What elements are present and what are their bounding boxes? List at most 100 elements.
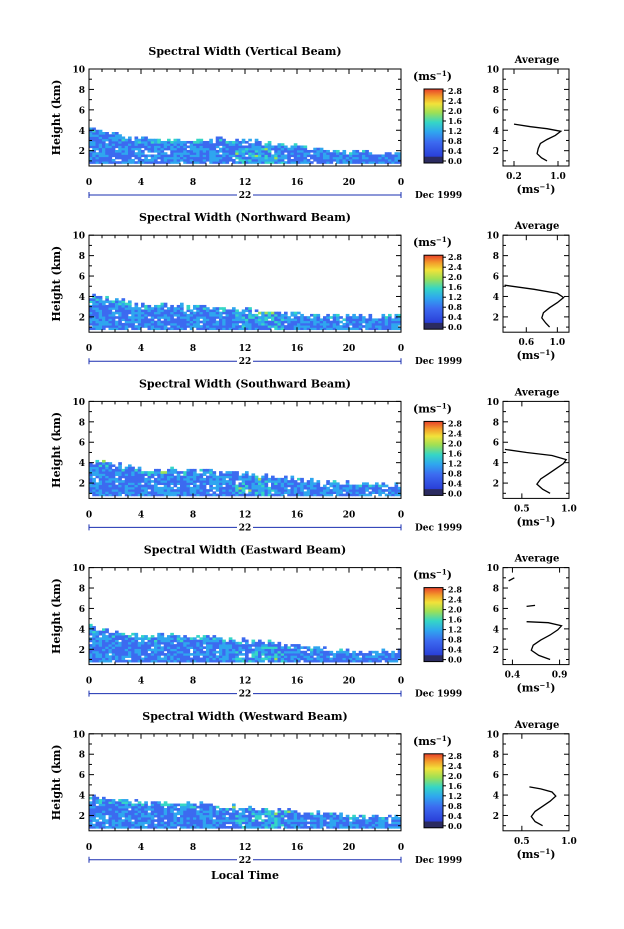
heatmap-cell [313,653,317,656]
heatmap-cell [157,311,161,315]
heatmap-cell [160,143,165,146]
heatmap-cell [261,644,265,647]
heatmap-cell [154,480,158,483]
heatmap-cell [105,650,109,654]
heatmap-cell [134,653,139,656]
heatmap-cell [300,325,304,328]
heatmap-cell [293,812,298,816]
heatmap-cell [212,659,217,663]
heatmap-cell [163,327,168,331]
heatmap-cell [105,149,109,153]
heatmap-cell [147,659,152,663]
heatmap-cell [345,484,350,488]
heatmap-cell [306,484,311,488]
panel-1: Spectral Width (Northward Beam)Height (k… [50,211,570,367]
heatmap-cell [241,475,246,479]
heatmap-cell [137,143,142,146]
heatmap-cell [254,826,259,829]
heatmap-cell [124,154,129,158]
heatmap-cell [89,161,93,164]
heatmap-cell [128,322,132,326]
heatmap-cell [160,149,165,153]
heatmap-cell [264,653,269,656]
heatmap-cell [375,826,379,829]
heatmap-cell [290,657,295,661]
heatmap-cell [95,805,100,809]
heatmap-cell [397,316,402,319]
heatmap-cell [189,821,194,825]
heatmap-cell [368,650,373,654]
heatmap-cell [264,808,269,811]
heatmap-cell [199,316,204,319]
heatmap-cell [128,466,132,470]
heatmap-cell [105,477,109,481]
heatmap-cell [277,491,282,494]
heatmap-cell [235,659,239,663]
heatmap-cell [293,486,298,490]
heatmap-cell [355,826,360,829]
heatmap-cell [111,801,116,804]
heatmap-cell [170,161,174,164]
heatmap-cell [118,302,122,306]
heatmap-cell [209,826,213,829]
heatmap-cell [297,158,301,162]
heatmap-cell [345,653,350,656]
heatmap-cell [98,821,103,825]
heatmap-cell [280,147,285,151]
heatmap-cell [371,657,376,661]
heatmap-cell [349,821,353,825]
heatmap-cell [306,486,311,490]
heatmap-cell [254,161,259,164]
heatmap-cell [310,318,314,322]
heatmap-cell [345,482,350,486]
heatmap-cell [150,821,155,825]
heatmap-cell [89,477,93,481]
heatmap-cell [212,810,217,813]
heatmap-cell [131,657,135,661]
y-tick-label: 10 [72,66,85,76]
heatmap-cell [339,491,343,494]
heatmap-cell [167,639,171,643]
heatmap-cell [196,810,200,813]
x-tick-label: 0 [86,677,92,687]
heatmap-cell [108,819,113,822]
heatmap-cell [245,814,249,818]
heatmap-cell [209,819,213,822]
heatmap-cell [111,641,116,645]
heatmap-cell [358,313,363,317]
heatmap-cell [271,826,275,829]
heatmap-cell [173,659,178,663]
heatmap-cell [163,152,168,155]
heatmap-cell [189,468,194,472]
heatmap-cell [267,819,272,822]
heatmap-cell [183,803,187,807]
heatmap-cell [186,304,191,308]
heatmap-cell [241,493,246,497]
heatmap-cell [290,320,295,324]
heatmap-cell [102,147,106,151]
heatmap-cell [212,657,217,661]
heatmap-cell [121,812,126,816]
heatmap-cell [206,320,210,324]
average-y-tick-label: 10 [486,398,499,408]
heatmap-cell [111,316,116,319]
heatmap-cell [105,639,109,643]
heatmap-cell [316,823,321,827]
heatmap-cell [202,493,207,497]
heatmap-cell [254,648,259,652]
heatmap-cell [111,491,116,494]
heatmap-cell [134,138,139,142]
heatmap-cell [300,493,304,497]
heatmap-cell [323,325,327,328]
heatmap-cell [261,657,265,661]
heatmap-cell [381,653,386,656]
heatmap-cell [368,313,373,317]
heatmap-cell [173,635,178,638]
heatmap-cell [280,154,285,158]
heatmap-cell [241,808,246,811]
heatmap-cell [274,154,278,158]
heatmap-cell [176,475,181,479]
heatmap-cell [98,648,103,652]
heatmap-cell [141,154,145,158]
heatmap-cell [326,823,330,827]
